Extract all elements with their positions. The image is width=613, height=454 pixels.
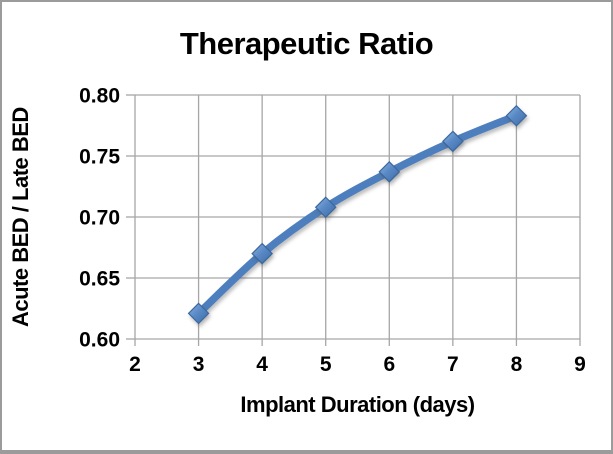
data-point-marker	[251, 242, 273, 265]
data-point-marker	[442, 130, 464, 153]
data-point-marker	[314, 196, 337, 219]
data-point-marker	[378, 161, 401, 183]
y-tick-label: 0.75	[79, 146, 120, 169]
x-tick-label: 9	[574, 353, 586, 376]
chart-title: Therapeutic Ratio	[179, 26, 434, 61]
y-tick-label: 0.60	[79, 329, 120, 352]
data-point-marker	[187, 302, 210, 325]
x-tick-label: 8	[511, 353, 523, 376]
x-tick-label: 4	[256, 353, 268, 376]
x-tick-label: 6	[383, 353, 395, 376]
y-tick-label: 0.80	[79, 85, 120, 108]
y-tick-label: 0.70	[79, 207, 120, 230]
x-tick-label: 2	[129, 353, 141, 376]
x-axis-title: Implant Duration (days)	[240, 392, 475, 417]
x-tick-label: 3	[193, 353, 205, 376]
data-point-marker	[505, 104, 528, 127]
x-tick-label: 7	[447, 353, 459, 376]
y-tick-label: 0.65	[79, 268, 120, 291]
x-tick-label: 5	[320, 353, 332, 376]
series-line	[194, 111, 521, 318]
